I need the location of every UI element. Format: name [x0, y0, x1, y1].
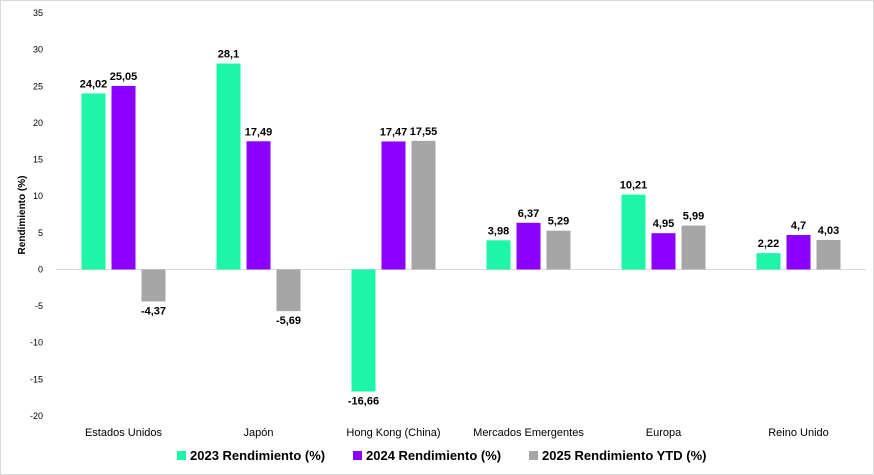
- bar: [81, 93, 106, 270]
- category-label: Japón: [244, 427, 274, 439]
- legend-label: 2023 Rendimiento (%): [190, 448, 325, 463]
- data-label: 3,98: [488, 225, 509, 237]
- bar: [651, 233, 676, 270]
- category-label: Mercados Emergentes: [473, 427, 584, 439]
- category-label: Reino Unido: [768, 427, 829, 439]
- data-label: -5,69: [276, 315, 301, 327]
- y-tick-label: 35: [33, 8, 43, 18]
- data-label: 5,29: [548, 216, 569, 228]
- data-label: 28,1: [218, 49, 239, 61]
- legend-label: 2025 Rendimiento YTD (%): [542, 448, 706, 463]
- data-label: 17,49: [245, 126, 273, 138]
- bar: [111, 85, 136, 270]
- y-tick-label: -15: [30, 374, 43, 384]
- data-label: 17,55: [410, 126, 438, 138]
- data-label: -4,37: [141, 305, 166, 317]
- y-tick-label: 15: [33, 155, 43, 165]
- bar: [411, 140, 436, 270]
- data-label: 4,95: [653, 218, 674, 230]
- data-label: 25,05: [110, 71, 138, 83]
- data-label: 5,99: [683, 211, 704, 223]
- bar: [756, 253, 781, 270]
- data-label: 10,21: [620, 180, 648, 192]
- category-label: Hong Kong (China): [346, 427, 440, 439]
- y-axis-label: Rendimiento (%): [17, 176, 28, 255]
- bar: [141, 269, 166, 302]
- bar: [816, 239, 841, 270]
- data-label: 2,22: [758, 238, 779, 250]
- legend-swatch: [529, 451, 538, 460]
- y-tick-label: 10: [33, 191, 43, 201]
- bar: [681, 225, 706, 270]
- bar: [276, 269, 301, 312]
- y-tick-label: -5: [35, 301, 43, 311]
- legend-swatch: [353, 451, 362, 460]
- y-tick-label: 0: [38, 264, 43, 274]
- y-tick-label: -20: [30, 411, 43, 421]
- y-tick-label: 5: [38, 228, 43, 238]
- legend-swatch: [177, 451, 186, 460]
- category-label: Europa: [646, 427, 682, 439]
- bar: [351, 269, 376, 392]
- bars: [81, 63, 841, 392]
- data-label: -16,66: [348, 396, 379, 408]
- data-label: 17,47: [380, 126, 408, 138]
- y-tick-label: 30: [33, 45, 43, 55]
- data-label: 4,03: [818, 225, 839, 237]
- data-label: 6,37: [518, 208, 539, 220]
- legend-label: 2024 Rendimiento (%): [366, 448, 501, 463]
- data-label: 4,7: [791, 220, 806, 232]
- bar: [786, 235, 811, 270]
- data-label: 24,02: [80, 78, 108, 90]
- bar: [381, 141, 406, 270]
- axes: -20 -15 -10 -5 0 5 10 15 20 25 30 35 Estados Unidos J…: [30, 8, 866, 439]
- bar: [216, 63, 241, 270]
- legend: 2023 Rendimiento (%) 2024 Rendimiento (%)…: [177, 448, 706, 463]
- bar: [516, 222, 541, 270]
- bar: [246, 141, 271, 270]
- bar: [486, 240, 511, 270]
- y-tick-label: 20: [33, 118, 43, 128]
- bar: [546, 230, 571, 270]
- bar: [621, 194, 646, 270]
- category-label: Estados Unidos: [85, 427, 163, 439]
- y-tick-label: 25: [33, 81, 43, 91]
- y-tick-label: -10: [30, 338, 43, 348]
